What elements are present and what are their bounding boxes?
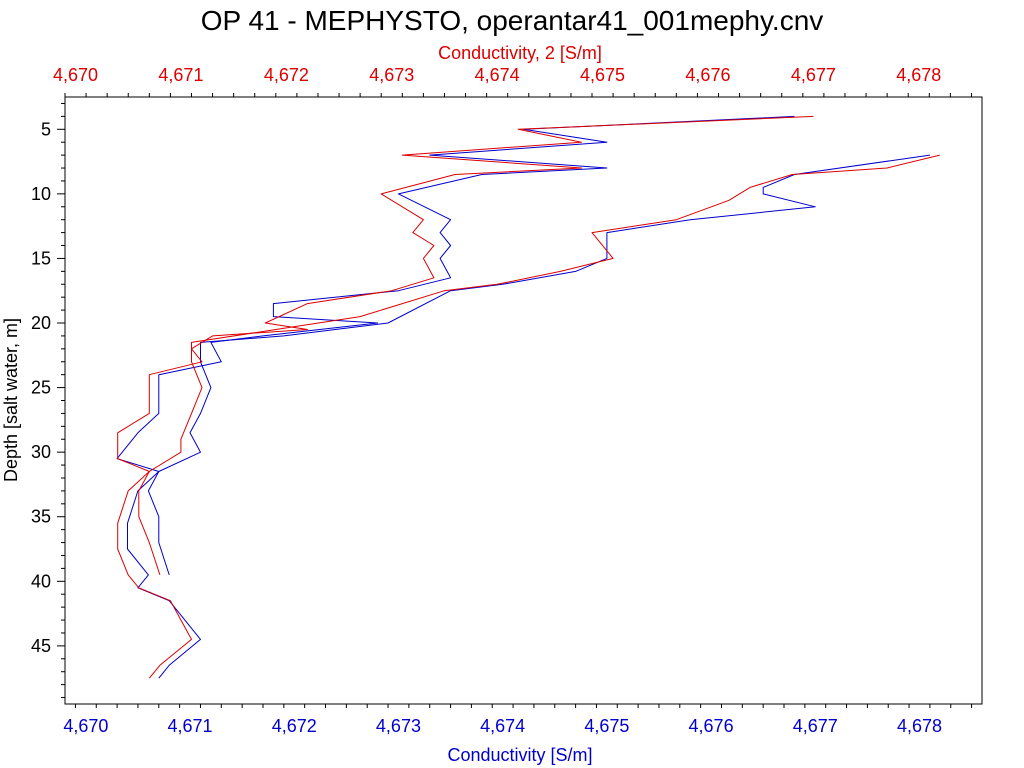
bottom-tick-label: 4,674 xyxy=(480,716,525,736)
series-layer xyxy=(116,115,940,679)
y-tick-label: 20 xyxy=(31,313,51,333)
bottom-tick-label: 4,678 xyxy=(897,716,942,736)
top-tick-label: 4,678 xyxy=(896,65,941,85)
y-tick-label: 40 xyxy=(31,571,51,591)
top-tick-label: 4,676 xyxy=(685,65,730,85)
top-tick-label: 4,674 xyxy=(475,65,520,85)
bottom-axis-label: Conductivity [S/m] xyxy=(447,745,592,765)
conductivity-line-0 xyxy=(116,115,795,679)
conductivity-2-line-2 xyxy=(117,115,814,679)
bottom-tick-label: 4,673 xyxy=(376,716,421,736)
y-tick-label: 30 xyxy=(31,442,51,462)
top-tick-label: 4,670 xyxy=(53,65,98,85)
top-tick-label: 4,672 xyxy=(264,65,309,85)
top-tick-label: 4,673 xyxy=(369,65,414,85)
conductivity-line-1 xyxy=(147,154,930,576)
bottom-tick-label: 4,677 xyxy=(793,716,838,736)
y-tick-label: 25 xyxy=(31,378,51,398)
top-tick-label: 4,677 xyxy=(791,65,836,85)
ticks-layer: 4,670 4,671 4,672 4,673 4,674 4,675 4,676 4,677… xyxy=(31,65,973,736)
top-tick-label: 4,671 xyxy=(158,65,203,85)
bottom-tick-label: 4,670 xyxy=(63,716,108,736)
chart-title: OP 41 - MEPHYSTO, operantar41_001mephy.c… xyxy=(201,5,824,36)
y-tick-label: 15 xyxy=(31,248,51,268)
y-axis-label: Depth [salt water, m] xyxy=(1,318,21,482)
bottom-tick-label: 4,676 xyxy=(689,716,734,736)
y-tick-label: 45 xyxy=(31,636,51,656)
y-tick-label: 10 xyxy=(31,184,51,204)
conductivity-2-line-3 xyxy=(138,154,940,576)
plot-frame xyxy=(64,96,983,705)
top-tick-label: 4,675 xyxy=(580,65,625,85)
top-axis-label: Conductivity, 2 [S/m] xyxy=(438,43,602,63)
bottom-tick-label: 4,672 xyxy=(272,716,317,736)
bottom-tick-label: 4,671 xyxy=(168,716,213,736)
bottom-tick-label: 4,675 xyxy=(584,716,629,736)
y-tick-label: 35 xyxy=(31,507,51,527)
y-tick-label: 5 xyxy=(41,119,51,139)
